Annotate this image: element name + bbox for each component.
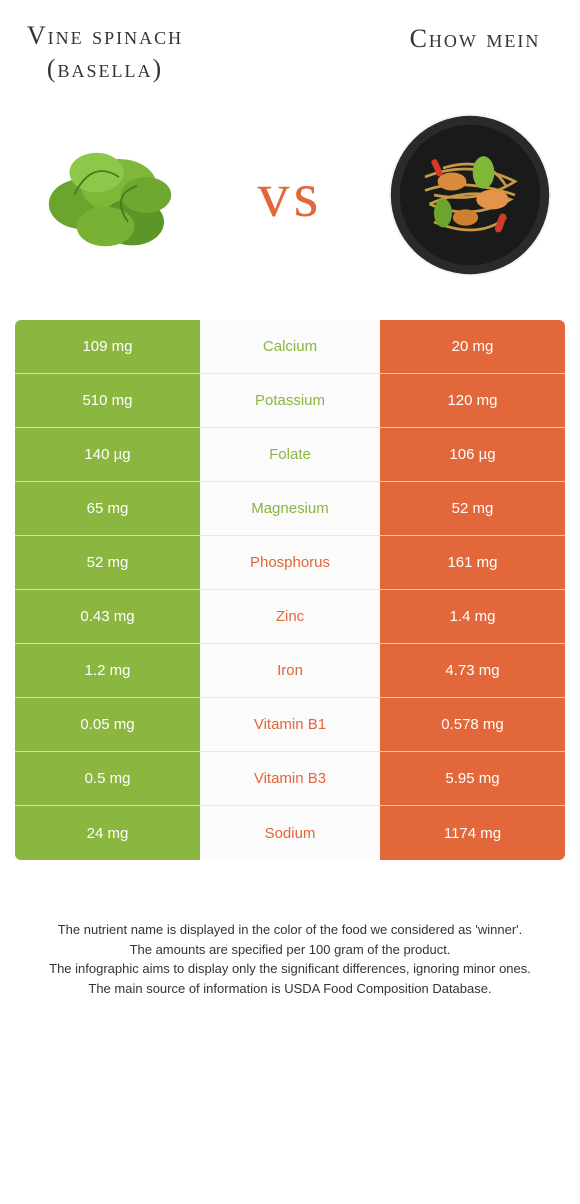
nutrient-name: Calcium bbox=[200, 320, 380, 374]
footnotes: The nutrient name is displayed in the co… bbox=[15, 920, 565, 998]
nutrient-name: Folate bbox=[200, 428, 380, 482]
nutrient-right-value: 5.95 mg bbox=[380, 752, 565, 806]
nutrient-name: Vitamin B3 bbox=[200, 752, 380, 806]
nutrient-left-value: 140 µg bbox=[15, 428, 200, 482]
nutrient-left-value: 65 mg bbox=[15, 482, 200, 536]
nutrient-row: 0.43 mgZinc1.4 mg bbox=[15, 590, 565, 644]
nutrient-row: 0.05 mgVitamin B10.578 mg bbox=[15, 698, 565, 752]
food-left-title: Vine spinach (basella) bbox=[15, 20, 195, 85]
nutrient-right-value: 20 mg bbox=[380, 320, 565, 374]
nutrient-row: 140 µgFolate106 µg bbox=[15, 428, 565, 482]
nutrient-right-value: 120 mg bbox=[380, 374, 565, 428]
nutrient-right-value: 106 µg bbox=[380, 428, 565, 482]
food-right-image bbox=[375, 100, 565, 290]
nutrient-row: 109 mgCalcium20 mg bbox=[15, 320, 565, 374]
nutrient-table: 109 mgCalcium20 mg510 mgPotassium120 mg1… bbox=[15, 320, 565, 860]
nutrient-row: 24 mgSodium1174 mg bbox=[15, 806, 565, 860]
nutrient-name: Zinc bbox=[200, 590, 380, 644]
nutrient-right-value: 52 mg bbox=[380, 482, 565, 536]
food-left-image bbox=[15, 100, 205, 290]
footnote-line: The nutrient name is displayed in the co… bbox=[25, 920, 555, 940]
images-row: vs bbox=[15, 100, 565, 290]
nutrient-row: 510 mgPotassium120 mg bbox=[15, 374, 565, 428]
vs-label: vs bbox=[258, 158, 323, 232]
nutrient-right-value: 0.578 mg bbox=[380, 698, 565, 752]
nutrient-name: Phosphorus bbox=[200, 536, 380, 590]
footnote-line: The infographic aims to display only the… bbox=[25, 959, 555, 979]
nutrient-name: Iron bbox=[200, 644, 380, 698]
header-titles: Vine spinach (basella) Chow mein bbox=[15, 20, 565, 85]
nutrient-right-value: 1.4 mg bbox=[380, 590, 565, 644]
footnote-line: The main source of information is USDA F… bbox=[25, 979, 555, 999]
nutrient-name: Vitamin B1 bbox=[200, 698, 380, 752]
nutrient-left-value: 1.2 mg bbox=[15, 644, 200, 698]
nutrient-left-value: 0.43 mg bbox=[15, 590, 200, 644]
infographic-container: Vine spinach (basella) Chow mein vs bbox=[0, 0, 580, 1038]
nutrient-row: 1.2 mgIron4.73 mg bbox=[15, 644, 565, 698]
nutrient-name: Potassium bbox=[200, 374, 380, 428]
nutrient-name: Magnesium bbox=[200, 482, 380, 536]
nutrient-right-value: 161 mg bbox=[380, 536, 565, 590]
nutrient-row: 65 mgMagnesium52 mg bbox=[15, 482, 565, 536]
nutrient-right-value: 1174 mg bbox=[380, 806, 565, 860]
nutrient-left-value: 0.05 mg bbox=[15, 698, 200, 752]
nutrient-left-value: 0.5 mg bbox=[15, 752, 200, 806]
nutrient-left-value: 510 mg bbox=[15, 374, 200, 428]
nutrient-left-value: 52 mg bbox=[15, 536, 200, 590]
nutrient-left-value: 24 mg bbox=[15, 806, 200, 860]
nutrient-row: 52 mgPhosphorus161 mg bbox=[15, 536, 565, 590]
nutrient-row: 0.5 mgVitamin B35.95 mg bbox=[15, 752, 565, 806]
nutrient-left-value: 109 mg bbox=[15, 320, 200, 374]
food-right-title: Chow mein bbox=[385, 23, 565, 86]
footnote-line: The amounts are specified per 100 gram o… bbox=[25, 940, 555, 960]
nutrient-name: Sodium bbox=[200, 806, 380, 860]
nutrient-right-value: 4.73 mg bbox=[380, 644, 565, 698]
